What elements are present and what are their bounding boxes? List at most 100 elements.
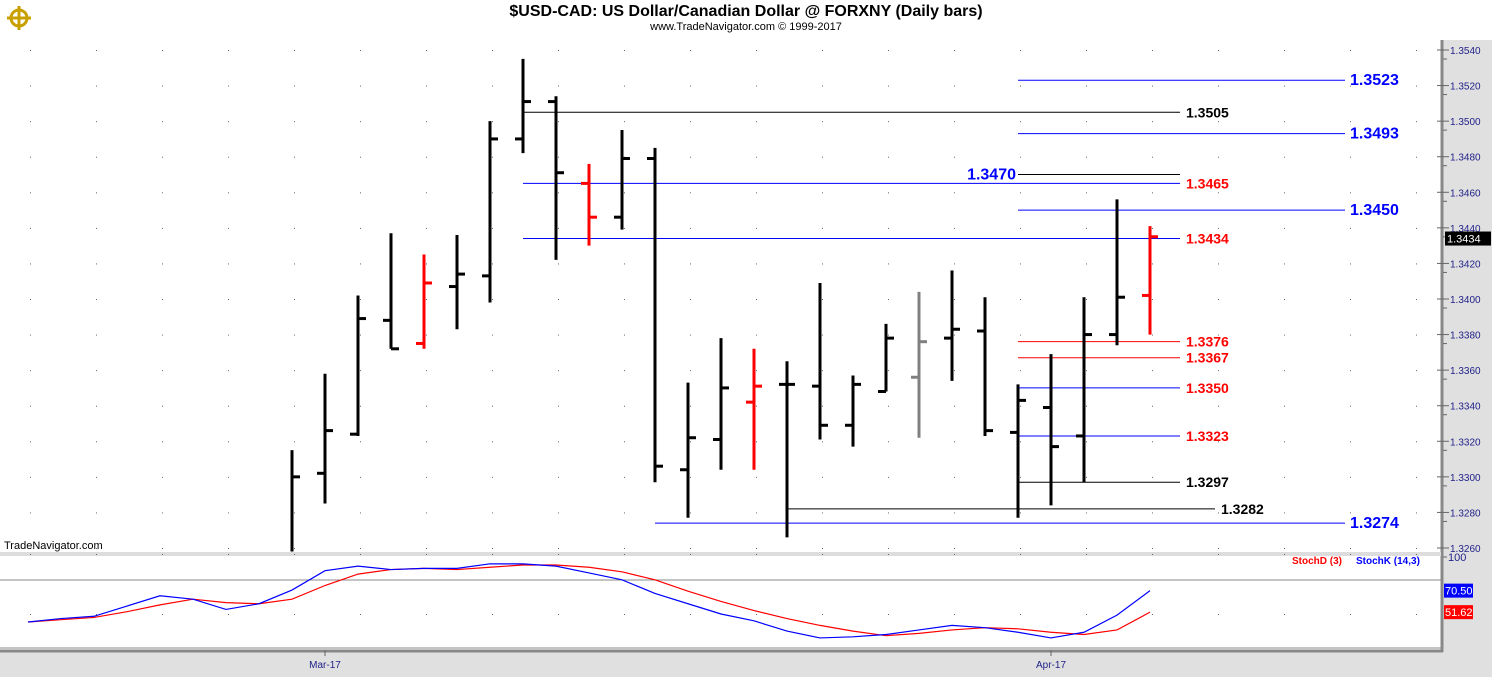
grid-dot	[690, 192, 691, 194]
stochd-line-value-box	[1444, 605, 1473, 620]
grid-dot	[96, 50, 97, 51]
grid-dot	[1152, 156, 1153, 158]
stochk-legend: StochK (14,3)	[1356, 556, 1420, 567]
grid-dot	[360, 554, 361, 555]
grid-dot	[822, 554, 823, 555]
grid-dot	[888, 476, 889, 478]
grid-dot	[294, 614, 295, 615]
grid-dot	[1086, 614, 1087, 615]
chart-title: $USD-CAD: US Dollar/Canadian Dollar @ FO…	[509, 3, 983, 20]
grid-dot	[1416, 156, 1417, 158]
grid-dot	[1350, 370, 1351, 372]
grid-dot	[96, 441, 97, 443]
grid-dot	[756, 554, 757, 555]
grid-dot	[756, 263, 757, 265]
grid-dot	[1020, 405, 1021, 407]
grid-dot	[294, 227, 295, 229]
y-tick-label: 1.3400	[1450, 295, 1481, 306]
grid-dot	[1020, 554, 1021, 555]
grid-dot	[30, 50, 31, 51]
y-tick-label: 1.3420	[1450, 259, 1481, 270]
grid-dot	[888, 192, 889, 194]
grid-dot	[1350, 405, 1351, 407]
grid-dot	[624, 441, 625, 443]
level-label: 1.3493	[1350, 126, 1399, 143]
grid-dot	[360, 85, 361, 87]
grid-dot	[954, 50, 955, 51]
grid-dot	[624, 85, 625, 87]
stochk-line	[27, 563, 1151, 639]
grid-dot	[162, 156, 163, 158]
grid-dot	[294, 370, 295, 372]
grid-dot	[162, 476, 163, 478]
grid-dot	[888, 85, 889, 87]
grid-dot	[558, 263, 559, 265]
grid-dot	[1350, 334, 1351, 336]
x-tick-label: Mar-17	[309, 660, 341, 671]
grid-dot	[426, 263, 427, 265]
grid-dot	[1020, 512, 1021, 514]
grid-dot	[162, 548, 163, 549]
grid-dot	[228, 554, 229, 555]
grid-dot	[360, 334, 361, 336]
grid-dot	[822, 156, 823, 158]
grid-dot	[1086, 554, 1087, 555]
grid-dot	[756, 405, 757, 407]
grid-dot	[822, 299, 823, 300]
grid-dot	[426, 50, 427, 51]
y-tick-label: 1.3460	[1450, 188, 1481, 199]
grid-dot	[360, 156, 361, 158]
grid-dot	[360, 227, 361, 229]
price-axis-background	[1441, 40, 1492, 677]
grid-dot	[228, 405, 229, 407]
grid-dot	[1284, 405, 1285, 407]
grid-dot	[294, 121, 295, 123]
grid-dot	[1416, 554, 1417, 555]
grid-dot	[1350, 227, 1351, 229]
grid-dot	[756, 50, 757, 51]
grid-dot	[822, 441, 823, 443]
grid-dot	[954, 85, 955, 87]
grid-dot	[822, 85, 823, 87]
grid-dot	[162, 405, 163, 407]
grid-dot	[1350, 263, 1351, 265]
grid-dot	[690, 512, 691, 514]
grid-dot	[690, 156, 691, 158]
grid-dot	[756, 227, 757, 229]
grid-dot	[228, 263, 229, 265]
grid-dot	[690, 85, 691, 87]
grid-dot	[228, 121, 229, 123]
grid-dot	[624, 548, 625, 549]
grid-dot	[624, 192, 625, 194]
grid-dot	[1218, 476, 1219, 478]
grid-dot	[1152, 50, 1153, 51]
grid-dot	[690, 334, 691, 336]
grid-dot	[1218, 299, 1219, 300]
grid-dot	[1218, 50, 1219, 51]
grid-dot	[1350, 614, 1351, 615]
grid-dot	[492, 121, 493, 123]
grid-dot	[1416, 263, 1417, 265]
grid-dot	[558, 121, 559, 123]
grid-dot	[228, 441, 229, 443]
grid-dot	[1284, 299, 1285, 300]
grid-dot	[1152, 554, 1153, 555]
grid-dot	[1218, 614, 1219, 615]
grid-dot	[30, 263, 31, 265]
grid-dot	[360, 441, 361, 443]
grid-dot	[162, 227, 163, 229]
grid-dot	[1020, 156, 1021, 158]
grid-dot	[822, 50, 823, 51]
grid-dot	[822, 334, 823, 336]
grid-dot	[690, 121, 691, 123]
grid-dot	[690, 263, 691, 265]
grid-dot	[624, 263, 625, 265]
level-label: 1.3282	[1221, 501, 1264, 517]
tradenavigator-logo-icon	[7, 6, 31, 30]
grid-dot	[558, 299, 559, 300]
grid-dot	[558, 554, 559, 555]
grid-dot	[624, 405, 625, 407]
grid-dot	[30, 85, 31, 87]
grid-dot	[1086, 548, 1087, 549]
